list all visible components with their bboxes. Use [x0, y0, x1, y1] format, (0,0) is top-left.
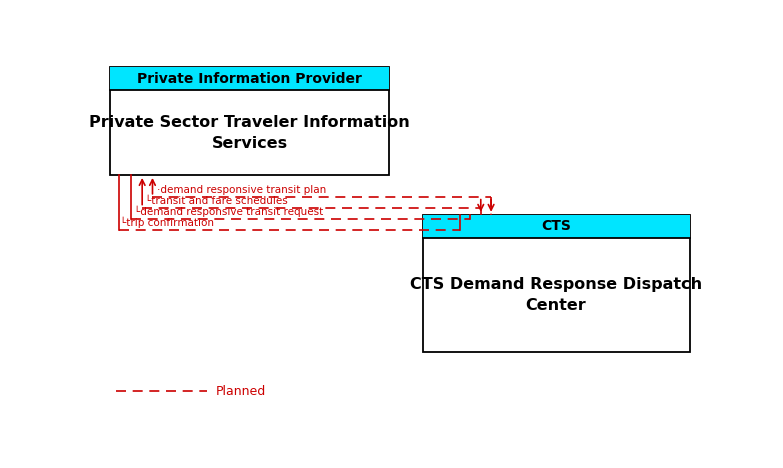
Text: └trip confirmation: └trip confirmation: [121, 217, 215, 228]
Bar: [110, 67, 389, 175]
Text: └transit and fare schedules: └transit and fare schedules: [145, 196, 288, 206]
Text: Private Information Provider: Private Information Provider: [137, 72, 362, 86]
Bar: [423, 215, 690, 238]
Text: CTS Demand Response Dispatch
Center: CTS Demand Response Dispatch Center: [410, 277, 702, 313]
Bar: [110, 67, 389, 90]
Bar: [423, 215, 690, 351]
Text: ·demand responsive transit plan: ·demand responsive transit plan: [157, 185, 327, 195]
Text: CTS: CTS: [541, 219, 571, 234]
Text: Private Sector Traveler Information
Services: Private Sector Traveler Information Serv…: [89, 115, 410, 151]
Text: └demand responsive transit request: └demand responsive transit request: [135, 206, 323, 217]
Text: Planned: Planned: [216, 385, 266, 398]
